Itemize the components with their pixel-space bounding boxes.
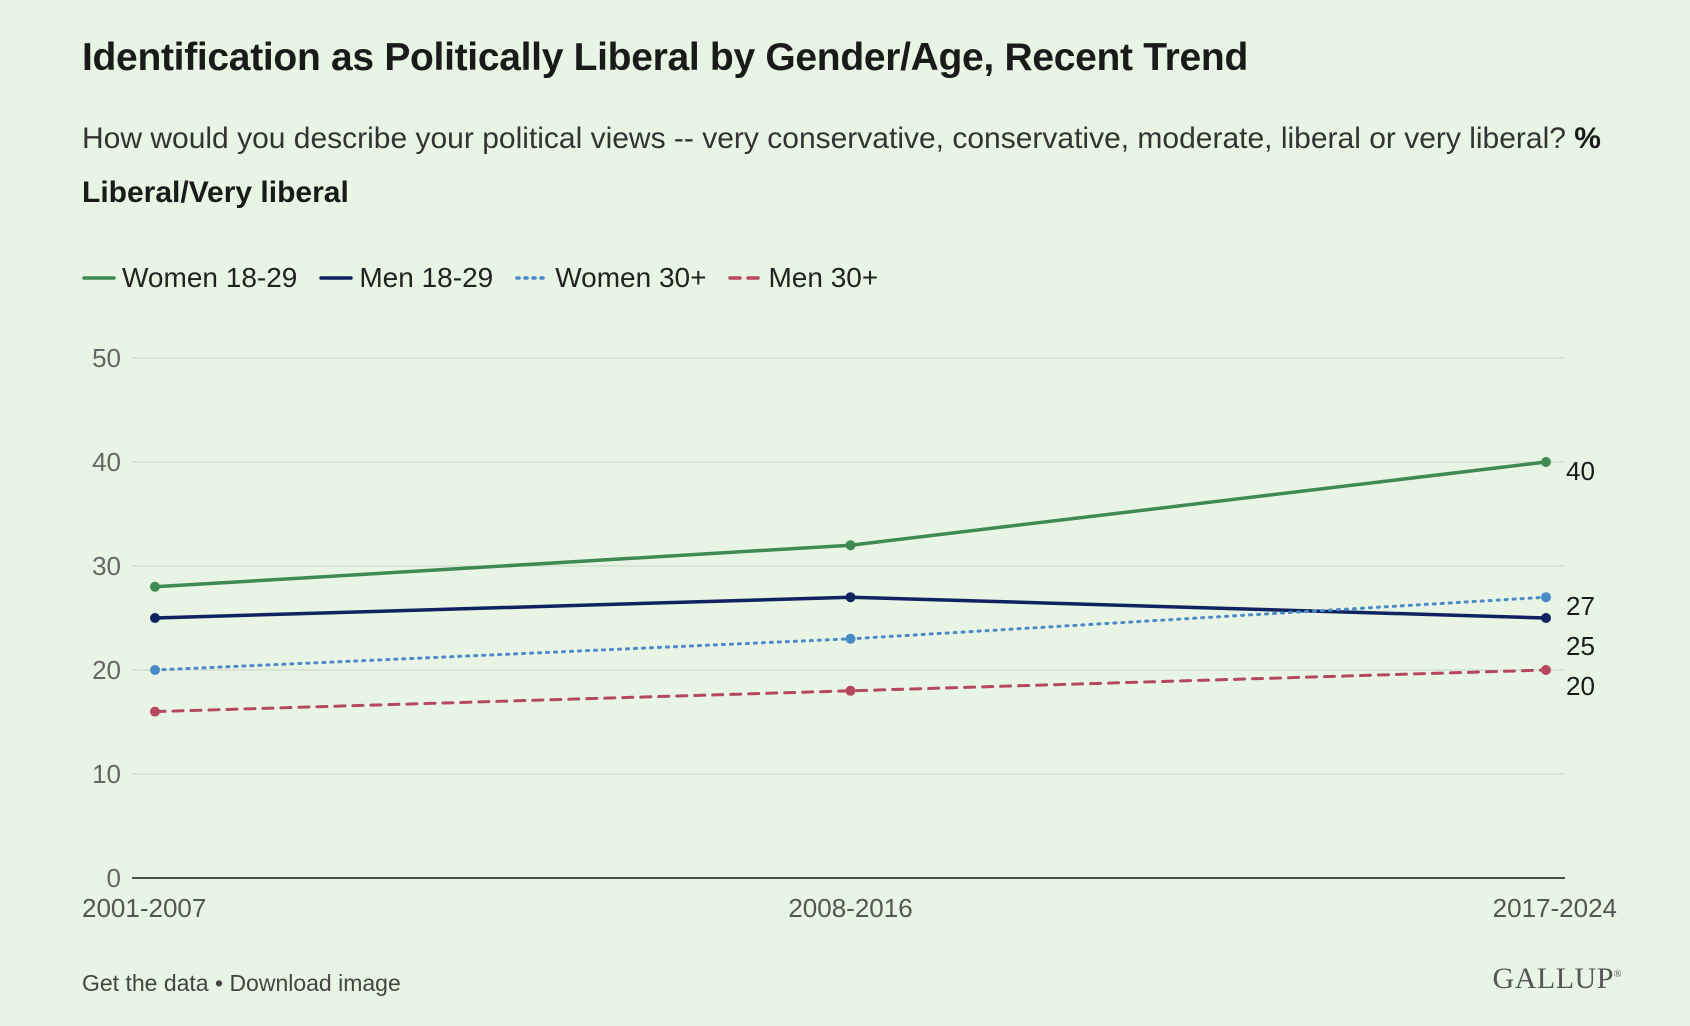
chart-title: Identification as Politically Liberal by… [82, 36, 1248, 79]
legend-swatch [728, 273, 763, 283]
legend-item: Men 30+ [728, 262, 878, 294]
y-tick-label: 20 [92, 655, 121, 685]
data-point [845, 592, 856, 603]
registered-mark: ® [1613, 969, 1622, 980]
y-tick-label: 40 [92, 447, 121, 477]
x-tick-label: 2001-2007 [82, 893, 206, 923]
legend-label: Women 30+ [555, 262, 707, 293]
series-line [153, 668, 1548, 714]
subtitle-question: How would you describe your political vi… [82, 122, 1566, 155]
get-data-link[interactable]: Get the data [82, 970, 209, 996]
x-tick-label: 2017-2024 [1493, 893, 1617, 923]
end-value-label: 25 [1566, 631, 1595, 661]
y-tick-label: 10 [92, 759, 121, 789]
data-point [845, 685, 856, 696]
data-point [1541, 665, 1551, 675]
line-chart: 0 10 20 30 40 50 2001-2007 2008-2016 2017-2024 40… [82, 343, 1617, 923]
data-point [150, 581, 160, 592]
data-point [1541, 613, 1551, 623]
legend-item: Women 30+ [515, 262, 706, 294]
series-line [153, 460, 1548, 589]
data-point [150, 613, 160, 623]
legend-swatch [515, 273, 549, 283]
end-value-label: 20 [1566, 671, 1595, 701]
x-tick-label: 2008-2016 [788, 893, 912, 923]
download-image-link[interactable]: Download image [229, 970, 401, 996]
legend-swatch [319, 273, 354, 283]
data-point [150, 706, 160, 717]
legend-swatch [82, 273, 116, 283]
data-point [1541, 592, 1551, 603]
y-tick-label: 0 [107, 863, 121, 893]
chart-legend: Women 18-29 Men 18-29 Women 30+ Men 30+ [82, 262, 900, 294]
subtitle-measure: % Liberal/Very liberal [82, 122, 1601, 209]
data-point [1541, 457, 1551, 467]
chart-subtitle: How would you describe your political vi… [82, 112, 1622, 220]
series-line [153, 595, 1548, 672]
y-tick-label: 30 [92, 551, 121, 581]
data-point [150, 665, 160, 675]
data-point [845, 633, 856, 644]
footer-separator: • [214, 970, 224, 996]
y-tick-label: 50 [92, 343, 121, 373]
data-point [845, 540, 856, 551]
gallup-logo-text: GALLUP [1492, 962, 1614, 995]
legend-item: Men 18-29 [319, 262, 493, 294]
legend-label: Men 30+ [768, 262, 879, 293]
legend-label: Women 18-29 [122, 262, 298, 293]
end-value-label: 27 [1566, 591, 1595, 621]
gallup-logo: GALLUP® [1493, 962, 1622, 996]
legend-label: Men 18-29 [359, 262, 494, 293]
footer-links: Get the data • Download image [82, 970, 401, 997]
end-value-label: 40 [1566, 456, 1595, 486]
legend-item: Women 18-29 [82, 262, 297, 294]
